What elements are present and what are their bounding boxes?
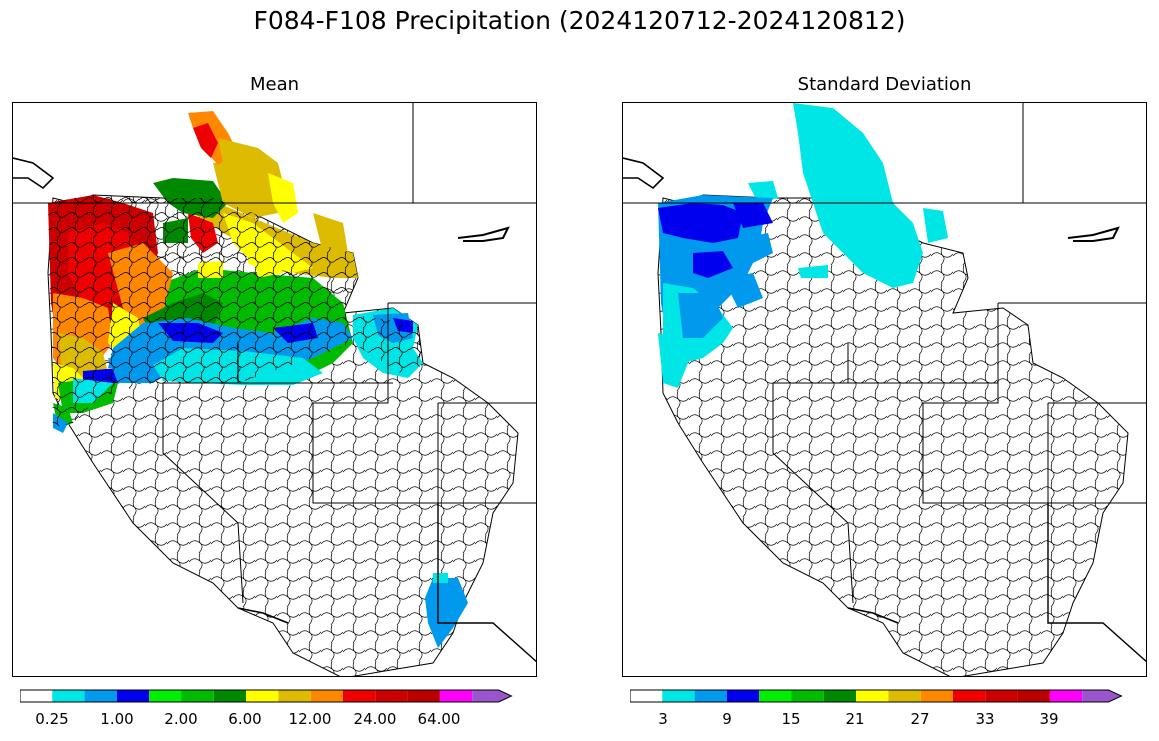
colorbar-segment: [116, 690, 150, 702]
colorbar-segment: [759, 690, 792, 702]
colorbar-segment: [823, 690, 857, 702]
colorbar-outline: [20, 689, 513, 703]
tick-label: 2.00: [164, 710, 198, 728]
figure-title: F084-F108 Precipitation (2024120712-2024…: [253, 6, 906, 35]
colorbar-segment: [920, 690, 953, 702]
colorbar-segment: [246, 690, 279, 702]
colorbar-segment: [1082, 690, 1122, 702]
tick-label: 24.00: [353, 710, 397, 728]
tick-label: 6.00: [228, 710, 262, 728]
tick-label: 3: [658, 710, 668, 728]
colorbar-mean: [20, 689, 513, 703]
panel-title-mean: Mean: [249, 74, 300, 95]
tick-label: 12.00: [288, 710, 332, 728]
colorbar-segment: [407, 690, 440, 702]
colorbar-segment: [953, 690, 986, 702]
tick-label: 9: [722, 710, 732, 728]
tick-label: 39: [1039, 710, 1059, 728]
colorbar-stddev: [630, 689, 1123, 703]
colorbar-segment: [52, 690, 85, 702]
colorbar-segment: [343, 690, 376, 702]
colorbar-segment: [1017, 690, 1050, 702]
tick-label: 1.00: [100, 710, 134, 728]
colorbar-segment: [630, 690, 663, 702]
colorbar-stddev-ticks: 3 9 15 21 27 33 39: [630, 710, 1145, 732]
tick-label: 33: [975, 710, 995, 728]
colorbar-segment: [439, 690, 473, 702]
panel-title-stddev: Standard Deviation: [797, 74, 972, 95]
colorbar-segment: [20, 690, 53, 702]
map-stddev: [622, 102, 1147, 677]
tick-label: 15: [781, 710, 801, 728]
colorbar-segment: [791, 690, 824, 702]
colorbar-segment: [856, 690, 889, 702]
colorbar-outline: [630, 689, 1123, 703]
colorbar-segment: [472, 690, 512, 702]
tick-label: 64.00: [417, 710, 461, 728]
colorbar-segment: [985, 690, 1018, 702]
tick-label: 27: [910, 710, 930, 728]
colorbar-segment: [726, 690, 760, 702]
colorbar-segment: [662, 690, 695, 702]
colorbar-segment: [84, 690, 117, 702]
colorbar-segment: [888, 690, 921, 702]
colorbar-segment: [375, 690, 408, 702]
colorbar-mean-ticks: 0.25 1.00 2.00 6.00 12.00 24.00 64.00: [20, 710, 535, 732]
map-mean: [12, 102, 537, 677]
colorbar-segment: [1049, 690, 1083, 702]
colorbar-segment: [310, 690, 343, 702]
colorbar-segment: [181, 690, 214, 702]
tick-label: 0.25: [35, 710, 69, 728]
tick-label: 21: [845, 710, 865, 728]
colorbar-segment: [213, 690, 247, 702]
colorbar-segment: [694, 690, 727, 702]
colorbar-segment: [149, 690, 182, 702]
colorbar-segment: [278, 690, 311, 702]
